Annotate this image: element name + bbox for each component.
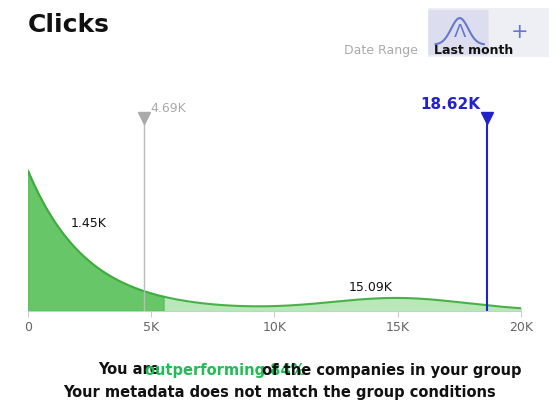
Text: 15.09K: 15.09K [348,281,393,294]
Text: Date Range: Date Range [344,44,418,57]
Text: Last month: Last month [434,44,514,57]
Text: 18.62K: 18.62K [420,97,480,112]
Text: You are: You are [98,362,165,378]
Text: outperforming 84%: outperforming 84% [145,362,305,378]
FancyBboxPatch shape [428,10,488,55]
Text: 1.45K: 1.45K [71,217,107,230]
Text: +: + [511,21,529,42]
Text: ∧: ∧ [454,24,465,39]
Text: of the companies in your group: of the companies in your group [257,362,521,378]
Text: Your metadata does not match the group conditions: Your metadata does not match the group c… [64,386,496,401]
Text: 4.69K: 4.69K [151,102,186,115]
Text: Clicks: Clicks [28,13,110,37]
Text: Ʌ: Ʌ [454,23,466,41]
